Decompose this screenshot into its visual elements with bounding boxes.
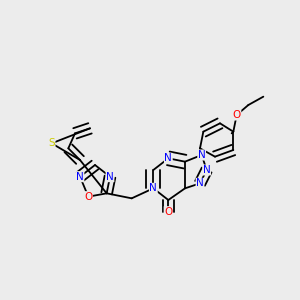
Text: N: N: [203, 165, 211, 175]
Text: N: N: [198, 150, 206, 160]
Text: N: N: [196, 178, 204, 188]
Text: N: N: [76, 172, 84, 182]
Text: S: S: [48, 138, 55, 148]
Text: N: N: [106, 172, 114, 182]
Text: O: O: [84, 192, 92, 202]
Text: O: O: [164, 207, 172, 217]
Text: N: N: [149, 183, 157, 193]
Text: O: O: [232, 110, 241, 120]
Text: N: N: [164, 153, 172, 163]
